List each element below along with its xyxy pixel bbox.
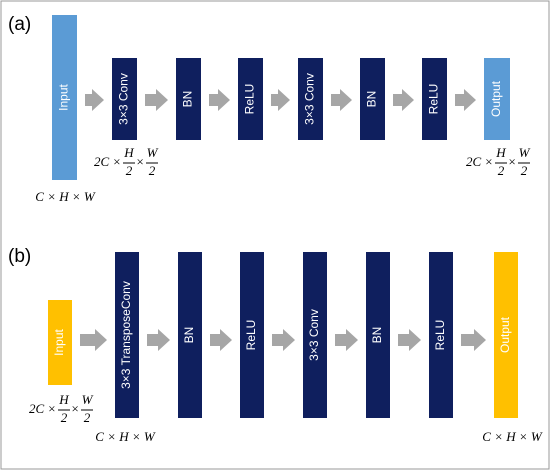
- dim-numerator: H: [58, 392, 69, 407]
- arrow: [80, 329, 107, 351]
- dim-numerator: W: [82, 392, 94, 407]
- dim-prefix: 2C ×: [29, 401, 56, 416]
- arrow: [210, 329, 232, 351]
- dim-denominator: 2: [61, 410, 68, 425]
- block-label: Input: [57, 83, 71, 110]
- block-label: ReLU: [244, 320, 258, 351]
- block-label: BN: [182, 327, 196, 344]
- block: [298, 58, 323, 140]
- dim-denominator: 2: [498, 163, 505, 178]
- arrow: [147, 329, 170, 351]
- arrow: [85, 89, 104, 111]
- arrow: [331, 89, 352, 111]
- arrow: [271, 89, 290, 111]
- block: [422, 58, 447, 140]
- block: [494, 252, 518, 418]
- block-label: BN: [181, 91, 195, 108]
- arrow: [455, 89, 476, 111]
- block: [238, 58, 263, 140]
- dim-prefix: 2C ×: [94, 154, 121, 169]
- block: [176, 58, 201, 140]
- arrow: [335, 329, 358, 351]
- block: [52, 15, 77, 180]
- block: [303, 252, 327, 418]
- block-label: 3×3 Conv: [307, 309, 321, 361]
- block-label: Output: [498, 316, 512, 353]
- panel-label: (b): [8, 246, 31, 267]
- block: [366, 252, 390, 418]
- dim-numerator: H: [123, 145, 134, 160]
- arrow: [398, 329, 421, 351]
- dim-denominator: 2: [521, 163, 528, 178]
- block-label: ReLU: [433, 320, 447, 351]
- dim-numerator: W: [519, 145, 531, 160]
- block-label: Input: [52, 328, 66, 355]
- dim-times: ×: [508, 154, 517, 169]
- block: [112, 58, 137, 140]
- arrow: [272, 329, 295, 351]
- block-label: 3×3 Conv: [117, 73, 131, 125]
- block-label: ReLU: [243, 84, 257, 115]
- dim-label: C × H × W: [35, 189, 96, 204]
- dim-denominator: 2: [149, 163, 156, 178]
- dim-numerator: H: [495, 145, 506, 160]
- dim-denominator: 2: [126, 163, 133, 178]
- arrow: [209, 89, 230, 111]
- block-label: 3×3 Conv: [303, 73, 317, 125]
- block: [115, 252, 139, 418]
- block: [429, 252, 453, 418]
- block-label: BN: [365, 91, 379, 108]
- block: [48, 300, 72, 385]
- block-label: ReLU: [427, 84, 441, 115]
- block-label: BN: [370, 327, 384, 344]
- dim-label: C × H × W: [95, 429, 156, 444]
- block-label: 3×3 TransposeConv: [119, 281, 133, 389]
- dim-label: C × H × W: [482, 429, 543, 444]
- block: [178, 252, 202, 418]
- arrow: [393, 89, 414, 111]
- block: [360, 58, 385, 140]
- arrow: [145, 89, 168, 111]
- dim-prefix: 2C ×: [466, 154, 493, 169]
- dim-times: ×: [71, 401, 80, 416]
- arrow: [461, 329, 486, 351]
- dim-denominator: 2: [84, 410, 91, 425]
- block: [240, 252, 264, 418]
- dim-times: ×: [136, 154, 145, 169]
- block: [484, 58, 510, 140]
- block-label: Output: [489, 80, 503, 117]
- panel-label: (a): [8, 14, 31, 35]
- dim-numerator: W: [147, 145, 159, 160]
